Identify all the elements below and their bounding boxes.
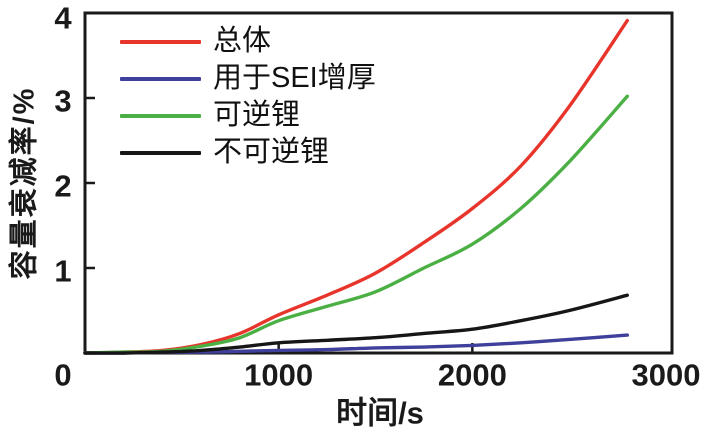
legend-line-irreversible — [120, 150, 201, 155]
legend-label-reversible: 可逆锂 — [213, 99, 301, 131]
legend-label-sei: 用于SEI增厚 — [213, 62, 376, 94]
x-tick-label: 2000 — [437, 357, 507, 393]
legend-item-sei: 用于SEI增厚 — [120, 60, 376, 97]
legend-line-total — [120, 39, 201, 44]
plot-frame — [83, 11, 674, 355]
x-axis-title: 时间/s — [336, 395, 424, 431]
y-tick-label: 2 — [54, 168, 72, 204]
legend-line-sei — [120, 76, 201, 81]
y-axis-title: 容量衰减率/% — [8, 86, 41, 280]
legend-item-reversible: 可逆锂 — [120, 97, 376, 134]
y-tick-label: 4 — [54, 0, 72, 36]
legend: 总体用于SEI增厚 可逆锂不可逆锂 — [120, 23, 376, 171]
legend-item-irreversible: 不可逆锂 — [120, 134, 376, 171]
x-tick-label: 1000 — [244, 357, 314, 393]
y-tick-label: 3 — [54, 83, 72, 119]
legend-label-total: 总体 — [213, 25, 272, 57]
curve-irreversible — [83, 293, 629, 355]
x-tick-label: 3000 — [631, 357, 701, 393]
legend-item-total: 总体 — [120, 23, 376, 60]
legend-label-irreversible: 不可逆锂 — [213, 136, 330, 168]
origin-tick-label: 0 — [54, 357, 72, 393]
y-tick-label: 1 — [54, 253, 72, 289]
legend-line-reversible — [120, 113, 201, 118]
